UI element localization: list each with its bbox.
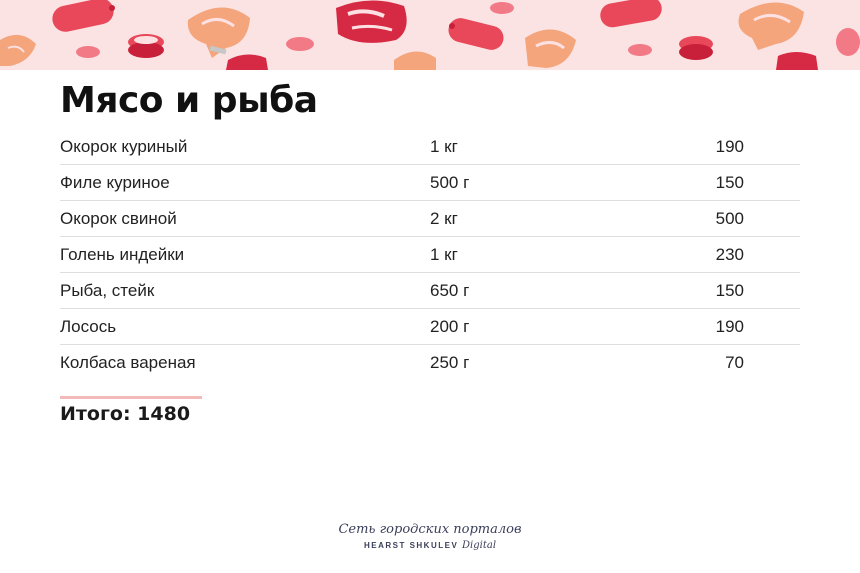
item-quantity: 1 кг bbox=[430, 245, 458, 264]
footer-logo: Сеть городских порталов HEARST SHKULEV D… bbox=[0, 522, 860, 551]
meat-slices-icon bbox=[128, 34, 164, 58]
item-name: Колбаса вареная bbox=[60, 353, 196, 372]
item-price: 150 bbox=[715, 281, 744, 300]
item-quantity: 500 г bbox=[430, 173, 470, 192]
item-price: 150 bbox=[715, 173, 744, 192]
salmon-steak-icon bbox=[525, 29, 576, 68]
page-title: Мясо и рыба bbox=[60, 80, 318, 121]
steak-icon bbox=[336, 0, 407, 43]
item-price: 190 bbox=[715, 317, 744, 336]
item-name: Филе куриное bbox=[60, 173, 170, 192]
item-quantity: 1 кг bbox=[430, 137, 458, 156]
footer-tagline: Сеть городских порталов bbox=[338, 522, 522, 537]
item-quantity: 250 г bbox=[430, 353, 470, 372]
salmon-steak-icon bbox=[738, 2, 804, 51]
meat-piece-icon bbox=[76, 2, 860, 58]
item-name: Окорок свиной bbox=[60, 209, 177, 228]
item-price: 70 bbox=[725, 353, 744, 372]
total-sum: Итого: 1480 bbox=[60, 403, 191, 425]
item-price: 190 bbox=[715, 137, 744, 156]
salmon-steak-icon bbox=[187, 7, 250, 59]
sausage-icon bbox=[600, 0, 662, 28]
meat-slices-icon bbox=[679, 36, 713, 60]
list-item: Колбаса вареная 250 г 70 bbox=[60, 345, 800, 380]
item-name: Окорок куриный bbox=[60, 137, 188, 156]
salmon-steak-icon bbox=[0, 34, 36, 66]
item-quantity: 200 г bbox=[430, 317, 470, 336]
footer-brand: HEARST SHKULEV Digital bbox=[0, 540, 860, 551]
item-price: 500 bbox=[715, 209, 744, 228]
food-pattern-illustration bbox=[0, 0, 860, 70]
item-quantity: 650 г bbox=[430, 281, 470, 300]
total-divider bbox=[60, 396, 202, 399]
sausage-icon bbox=[52, 0, 115, 32]
item-name: Голень индейки bbox=[60, 245, 185, 264]
list-item: Рыба, стейк 650 г 150 bbox=[60, 273, 800, 309]
footer-brand-name: HEARST SHKULEV bbox=[363, 541, 459, 550]
list-item: Филе куриное 500 г 150 bbox=[60, 165, 800, 201]
salmon-steak-icon bbox=[394, 51, 436, 70]
footer-brand-suffix: Digital bbox=[462, 540, 497, 551]
item-price: 230 bbox=[715, 245, 744, 264]
sausage-icon bbox=[448, 18, 504, 50]
item-quantity: 2 кг bbox=[430, 209, 458, 228]
item-name: Лосось bbox=[60, 317, 117, 336]
steak-icon bbox=[226, 52, 818, 70]
header-banner bbox=[0, 0, 860, 70]
list-item: Лосось 200 г 190 bbox=[60, 309, 800, 345]
list-item: Окорок свиной 2 кг 500 bbox=[60, 201, 800, 237]
price-list: Окорок куриный 1 кг 190 Филе куриное 500… bbox=[60, 129, 800, 380]
list-item: Голень индейки 1 кг 230 bbox=[60, 237, 800, 273]
list-item: Окорок куриный 1 кг 190 bbox=[60, 129, 800, 165]
item-name: Рыба, стейк bbox=[60, 281, 155, 300]
